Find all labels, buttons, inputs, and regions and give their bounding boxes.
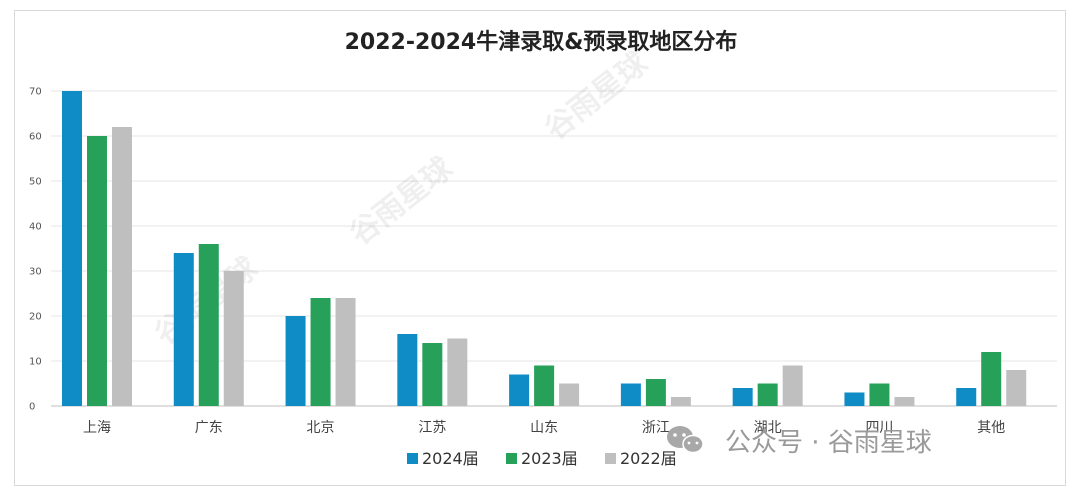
bar <box>285 316 306 406</box>
bar <box>62 91 82 406</box>
x-axis: 上海 广东 北京 江苏 山东 浙江 湖北 四川 其他 <box>83 420 1005 436</box>
bar <box>844 392 865 406</box>
bar <box>956 388 977 406</box>
bar <box>310 298 331 406</box>
bar <box>198 244 219 406</box>
bar <box>981 352 1002 406</box>
legend-label: 2024届 <box>422 449 479 468</box>
bars <box>62 91 1027 406</box>
bar <box>869 383 890 406</box>
footer-watermark-text: 公众号 · 谷雨星球 <box>725 428 932 458</box>
bar <box>757 383 778 406</box>
bar <box>559 383 580 406</box>
footer-watermark: 公众号 · 谷雨星球 <box>667 426 932 458</box>
x-tick-label: 湖北 <box>754 420 782 436</box>
watermark-text: 谷雨星球 <box>538 45 655 147</box>
y-tick-label: 40 <box>29 222 42 233</box>
x-tick-label: 江苏 <box>418 420 446 436</box>
y-tick-label: 30 <box>29 267 42 278</box>
y-tick-label: 20 <box>29 312 42 323</box>
bar <box>447 338 468 406</box>
x-tick-label: 山东 <box>530 420 558 436</box>
legend-swatch <box>506 453 517 464</box>
x-tick-label: 北京 <box>307 420 335 436</box>
bar <box>173 253 194 406</box>
bar <box>335 298 356 406</box>
legend-label: 2022届 <box>620 449 677 468</box>
bar <box>620 383 641 406</box>
y-tick-label: 0 <box>29 402 35 413</box>
bar <box>223 271 244 406</box>
x-tick-label: 其他 <box>977 420 1005 436</box>
x-tick-label: 上海 <box>83 420 111 436</box>
bar <box>894 397 915 406</box>
y-tick-label: 10 <box>29 357 42 368</box>
bar <box>732 388 753 406</box>
wechat-icon <box>667 426 704 454</box>
y-tick-label: 70 <box>29 87 42 98</box>
chart-frame: 2022-2024牛津录取&预录取地区分布 0 10 20 30 40 50 60 70 谷雨… <box>14 10 1066 486</box>
bar <box>1006 370 1027 406</box>
x-tick-label: 浙江 <box>642 420 670 436</box>
y-axis: 0 10 20 30 40 50 60 70 <box>29 87 42 413</box>
bar-chart: 2022-2024牛津录取&预录取地区分布 0 10 20 30 40 50 60 70 谷雨… <box>29 29 1057 468</box>
bar <box>397 334 418 406</box>
legend: 2024届 2023届 2022届 <box>407 449 677 468</box>
bar <box>87 136 107 406</box>
y-tick-label: 50 <box>29 177 42 188</box>
watermark-text: 谷雨星球 <box>343 150 460 252</box>
chart-title: 2022-2024牛津录取&预录取地区分布 <box>345 29 738 55</box>
x-tick-label: 四川 <box>865 420 893 436</box>
bar <box>670 397 691 406</box>
bar <box>422 343 443 406</box>
bar <box>782 365 803 406</box>
bar <box>534 365 555 406</box>
bar <box>112 127 132 406</box>
legend-label: 2023届 <box>521 449 578 468</box>
x-tick-label: 广东 <box>195 420 223 436</box>
legend-swatch <box>407 453 418 464</box>
y-tick-label: 60 <box>29 132 42 143</box>
bar <box>509 374 530 406</box>
legend-swatch <box>605 453 616 464</box>
bar <box>645 379 666 406</box>
